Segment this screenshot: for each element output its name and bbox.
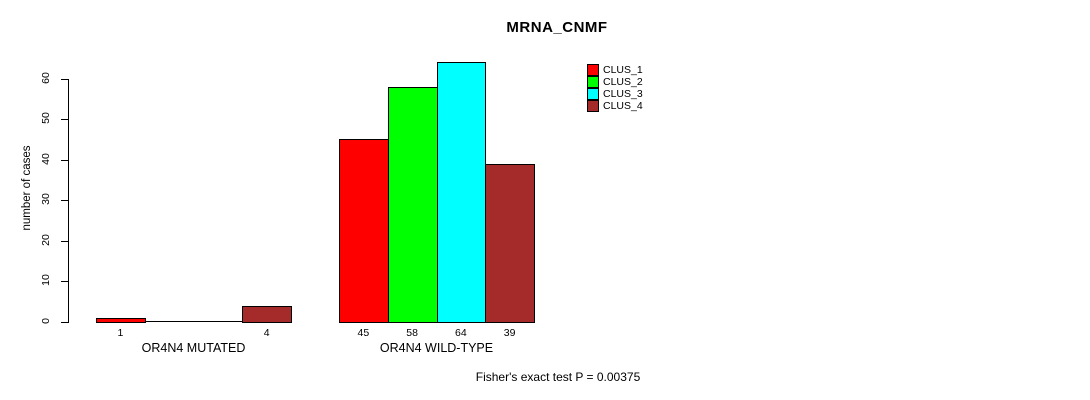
legend: CLUS_1 CLUS_2 CLUS_3 CLUS_4 (587, 64, 643, 112)
legend-item-clus-4: CLUS_4 (587, 100, 643, 112)
bar-clus-3-or4n4-mutated (193, 321, 244, 322)
bar-clus-2-or4n4-mutated (144, 321, 195, 322)
y-axis-tick (60, 200, 69, 202)
bar-value-label: 1 (117, 327, 124, 339)
y-axis-tick-label: 30 (40, 193, 52, 206)
bar-clus-4-or4n4-mutated (242, 306, 292, 323)
y-axis-tick-label: 40 (40, 152, 52, 165)
category-label-or4n4-mutated: OR4N4 MUTATED (141, 341, 246, 355)
legend-label: CLUS_4 (603, 100, 643, 112)
legend-label: CLUS_1 (603, 64, 643, 76)
y-axis-tick (60, 78, 69, 80)
category-label-or4n4-wild-type: OR4N4 WILD-TYPE (379, 341, 494, 355)
legend-item-clus-3: CLUS_3 (587, 88, 643, 100)
y-axis-tick (60, 159, 69, 161)
legend-swatch-clus-4 (587, 100, 599, 112)
bar-value-label: 4 (263, 327, 270, 339)
bar-value-label: 39 (503, 327, 516, 339)
chart-title: MRNA_CNMF (506, 19, 608, 36)
bar-clus-2-or4n4-wild-type (387, 87, 438, 323)
y-axis-tick-label: 20 (40, 233, 52, 246)
bar-value-label: 64 (455, 327, 467, 339)
bar-value-label: 58 (406, 327, 418, 339)
y-axis-tick-label: 50 (40, 112, 52, 124)
bar-clus-3-or4n4-wild-type (436, 62, 487, 323)
y-axis-tick-label: 10 (40, 274, 52, 287)
bar-clus-1-or4n4-wild-type (339, 139, 389, 323)
legend-label: CLUS_2 (603, 76, 643, 88)
legend-item-clus-1: CLUS_1 (587, 64, 643, 76)
y-axis-tick (60, 240, 69, 242)
legend-swatch-clus-2 (587, 76, 599, 88)
legend-label: CLUS_3 (603, 88, 643, 100)
legend-swatch-clus-1 (587, 64, 599, 76)
fisher-test-annotation: Fisher's exact test P = 0.00375 (475, 370, 641, 384)
bar-clus-4-or4n4-wild-type (485, 164, 535, 323)
legend-item-clus-2: CLUS_2 (587, 76, 643, 88)
y-axis (68, 78, 69, 323)
y-axis-tick (60, 322, 69, 323)
y-axis-label: number of cases (21, 145, 33, 231)
legend-swatch-clus-3 (587, 88, 599, 100)
y-axis-tick-label: 60 (40, 71, 52, 84)
bar-value-label: 45 (357, 327, 370, 339)
y-axis-tick-label: 0 (40, 318, 52, 324)
y-axis-tick (60, 281, 69, 283)
y-axis-tick (60, 119, 69, 121)
bar-clus-1-or4n4-mutated (96, 318, 146, 323)
